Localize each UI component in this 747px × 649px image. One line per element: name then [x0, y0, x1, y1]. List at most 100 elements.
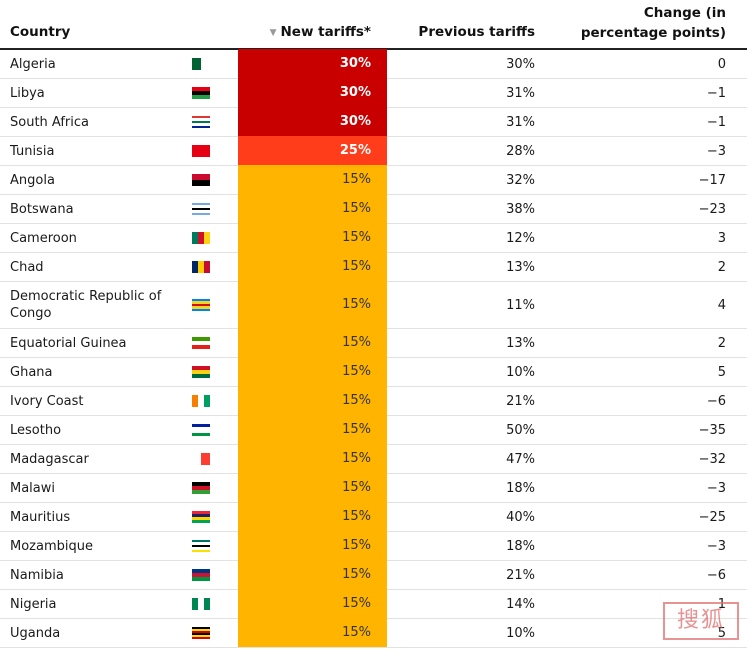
change-cell: 5 [717, 364, 726, 380]
change-cell: −6 [706, 567, 726, 583]
table-row: Namibia 15% 21% −6 [0, 560, 747, 590]
new-tariff-cell: 15% [238, 328, 387, 357]
previous-tariff-cell: 31% [506, 85, 535, 101]
country-cell: Algeria [10, 56, 56, 72]
table-row: Nigeria 15% 14% 1 [0, 589, 747, 619]
table-row: Democratic Republic of Congo 15% 11% 4 [0, 281, 747, 329]
table-row: Chad 15% 13% 2 [0, 252, 747, 282]
change-cell: −23 [698, 201, 726, 217]
new-tariff-cell: 15% [238, 357, 387, 386]
mozambique-flag-icon [192, 540, 210, 552]
new-tariff-cell: 15% [238, 618, 387, 647]
new-tariff-cell: 15% [238, 223, 387, 252]
new-tariff-cell: 15% [238, 444, 387, 473]
nigeria-flag-icon [192, 598, 210, 610]
namibia-flag-icon [192, 569, 210, 581]
change-cell: −1 [706, 114, 726, 130]
change-cell: −25 [698, 509, 726, 525]
change-cell: −3 [706, 143, 726, 159]
sohu-watermark: 搜狐 [663, 602, 739, 640]
change-cell: 2 [717, 335, 726, 351]
country-cell: Tunisia [10, 143, 55, 159]
country-cell: Angola [10, 172, 55, 188]
previous-tariff-cell: 32% [506, 172, 535, 188]
lesotho-flag-icon [192, 424, 210, 436]
country-cell: Chad [10, 259, 44, 275]
new-tariff-cell: 30% [238, 107, 387, 136]
previous-tariff-cell: 47% [506, 451, 535, 467]
previous-tariff-cell: 38% [506, 201, 535, 217]
header-change[interactable]: Change (in percentage points) [580, 5, 726, 41]
table-row: Malawi 15% 18% −3 [0, 473, 747, 503]
algeria-flag-icon [192, 58, 210, 70]
table-row: Libya 30% 31% −1 [0, 78, 747, 108]
table-row: Uganda 15% 10% 5 [0, 618, 747, 648]
header-new-tariffs[interactable]: ▼ New tariffs* [238, 22, 371, 43]
new-tariff-cell: 30% [238, 78, 387, 107]
south-africa-flag-icon [192, 116, 210, 128]
table-header: Country ▼ New tariffs* Previous tariffs C… [0, 0, 747, 50]
change-cell: 0 [717, 56, 726, 72]
table-row: Tunisia 25% 28% −3 [0, 136, 747, 166]
country-cell: Mauritius [10, 509, 71, 525]
chad-flag-icon [192, 261, 210, 273]
malawi-flag-icon [192, 482, 210, 494]
previous-tariff-cell: 21% [506, 567, 535, 583]
country-cell: Malawi [10, 480, 56, 496]
previous-tariff-cell: 30% [506, 56, 535, 72]
table-row: Madagascar 15% 47% −32 [0, 444, 747, 474]
previous-tariff-cell: 10% [506, 364, 535, 380]
table-row: Ivory Coast 15% 21% −6 [0, 386, 747, 416]
change-cell: 5 [717, 625, 726, 641]
change-cell: −35 [698, 422, 726, 438]
table-row: Algeria 30% 30% 0 [0, 49, 747, 79]
previous-tariff-cell: 10% [506, 625, 535, 641]
new-tariff-cell: 15% [238, 165, 387, 194]
previous-tariff-cell: 18% [506, 538, 535, 554]
change-cell: −3 [706, 480, 726, 496]
previous-tariff-cell: 50% [506, 422, 535, 438]
country-cell: Madagascar [10, 451, 89, 467]
previous-tariff-cell: 11% [506, 297, 535, 313]
new-tariff-cell: 15% [238, 281, 387, 328]
new-tariff-cell: 15% [238, 194, 387, 223]
cameroon-flag-icon [192, 232, 210, 244]
previous-tariff-cell: 13% [506, 259, 535, 275]
header-country[interactable]: Country [10, 24, 71, 40]
country-cell: Mozambique [10, 538, 93, 554]
previous-tariff-cell: 13% [506, 335, 535, 351]
change-cell: 3 [717, 230, 726, 246]
ghana-flag-icon [192, 366, 210, 378]
previous-tariff-cell: 31% [506, 114, 535, 130]
header-previous-tariffs[interactable]: Previous tariffs [418, 24, 535, 40]
country-cell: Equatorial Guinea [10, 335, 127, 351]
change-cell: 1 [717, 596, 726, 612]
table-row: Botswana 15% 38% −23 [0, 194, 747, 224]
new-tariff-cell: 15% [238, 589, 387, 618]
country-cell: Democratic Republic of Congo [10, 289, 162, 321]
change-cell: −32 [698, 451, 726, 467]
table-row: Mozambique 15% 18% −3 [0, 531, 747, 561]
new-tariff-cell: 25% [238, 136, 387, 165]
change-cell: 4 [717, 297, 726, 313]
table-row: Equatorial Guinea 15% 13% 2 [0, 328, 747, 358]
country-cell: Botswana [10, 201, 74, 217]
change-cell: −1 [706, 85, 726, 101]
country-cell: Uganda [10, 625, 61, 641]
previous-tariff-cell: 18% [506, 480, 535, 496]
new-tariff-cell: 15% [238, 531, 387, 560]
country-cell: Nigeria [10, 596, 57, 612]
new-tariff-cell: 15% [238, 473, 387, 502]
new-tariff-cell: 15% [238, 502, 387, 531]
new-tariff-cell: 15% [238, 415, 387, 444]
table-body: Algeria 30% 30% 0 Libya 30% 31% −1 South Africa 3… [0, 49, 747, 648]
new-tariff-cell: 15% [238, 560, 387, 589]
country-cell: Namibia [10, 567, 64, 583]
country-cell: Ivory Coast [10, 393, 84, 409]
tunisia-flag-icon [192, 145, 210, 157]
new-tariff-cell: 30% [238, 49, 387, 78]
madagascar-flag-icon [192, 453, 210, 465]
change-cell: 2 [717, 259, 726, 275]
previous-tariff-cell: 28% [506, 143, 535, 159]
